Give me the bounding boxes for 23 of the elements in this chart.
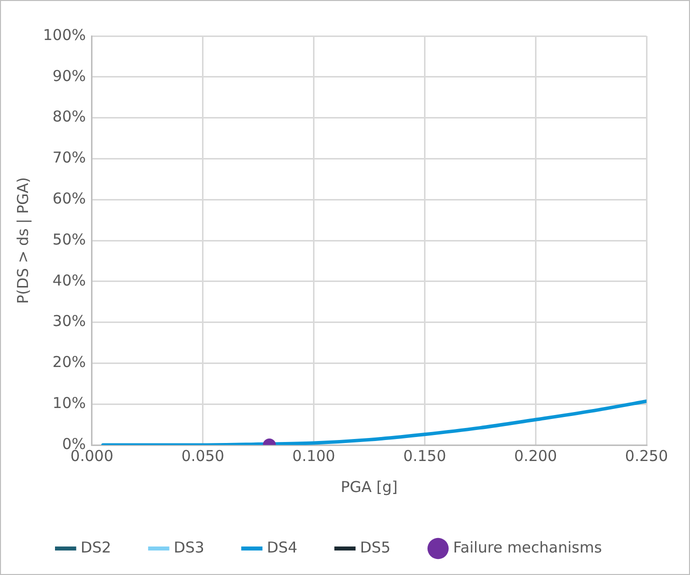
y-tick-label: 40% [52,271,86,290]
legend-label: DS2 [80,538,112,556]
y-tick-label: 90% [52,66,86,85]
x-tick-label: 0.050 [181,446,224,465]
legend-label: DS5 [360,538,391,556]
y-tick-label: 80% [52,108,86,126]
y-tick-label: 100% [42,26,86,44]
y-tick-label: 70% [52,148,86,167]
y-axis-title: P(DS > ds | PGA) [14,177,32,304]
x-tick-label: 0.150 [403,446,446,465]
legend-label: Failure mechanisms [453,538,602,556]
x-tick-label: 0.200 [514,446,558,465]
y-tick-label: 20% [52,353,86,372]
x-axis-title: PGA [g] [340,478,398,496]
x-tick-label: 0.100 [292,446,336,465]
x-tick-label: 0.250 [625,446,668,465]
y-tick-label: 60% [52,189,86,208]
y-tick-label: 50% [52,230,86,248]
line-series [101,399,647,445]
legend-label: DS4 [266,538,298,556]
y-tick-label: 10% [52,394,86,412]
y-tick-label: 30% [52,312,86,330]
legend-label: DS3 [174,538,204,556]
